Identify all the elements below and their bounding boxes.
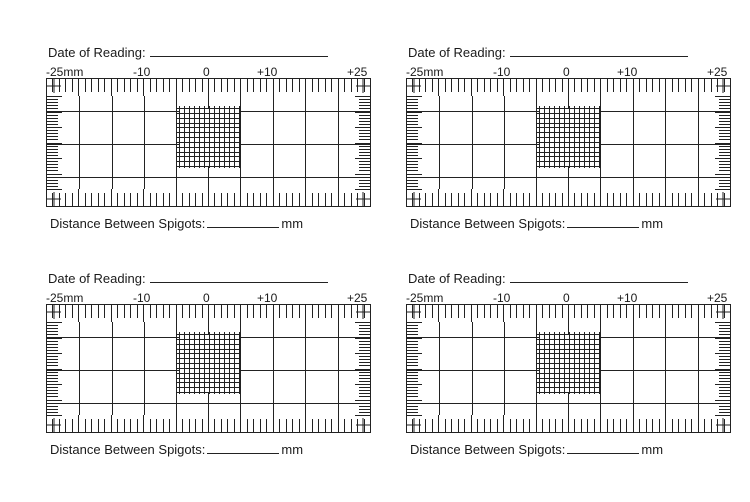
gauge-card-4: Date of Reading: -25mm -10 0 +10 +25 Distance … (406, 271, 736, 471)
date-of-reading-label: Date of Reading: (48, 271, 146, 286)
date-of-reading-row: Date of Reading: (408, 45, 688, 60)
scale-label: 0 (203, 65, 210, 79)
measurement-gauge (406, 78, 731, 207)
distance-unit: mm (281, 442, 304, 457)
date-of-reading-field[interactable] (149, 272, 328, 283)
date-of-reading-row: Date of Reading: (408, 271, 688, 286)
scale-label: -10 (133, 65, 151, 79)
scale-label: -25mm (46, 291, 84, 305)
scale-label: -25mm (46, 65, 84, 79)
scale-label: +25 (707, 65, 728, 79)
scale-label: 0 (203, 291, 210, 305)
date-of-reading-label: Date of Reading: (48, 45, 146, 60)
scale-label: 0 (563, 65, 570, 79)
scale-label: -10 (133, 291, 151, 305)
date-of-reading-label: Date of Reading: (408, 45, 506, 60)
distance-between-spigots-row: Distance Between Spigots: mm (410, 442, 663, 457)
scale-label: +10 (257, 291, 278, 305)
gauge-card-2: Date of Reading: -25mm -10 0 +10 +25 Distance … (406, 45, 736, 245)
date-of-reading-label: Date of Reading: (408, 271, 506, 286)
distance-between-spigots-label: Distance Between Spigots: (410, 216, 566, 231)
distance-between-spigots-row: Distance Between Spigots: mm (410, 216, 663, 231)
date-of-reading-field[interactable] (509, 46, 688, 57)
scale-label: 0 (563, 291, 570, 305)
scale-label: +10 (617, 291, 638, 305)
measurement-gauge (46, 304, 371, 433)
scale-label: +10 (617, 65, 638, 79)
distance-between-spigots-row: Distance Between Spigots: mm (50, 216, 303, 231)
distance-between-spigots-row: Distance Between Spigots: mm (50, 442, 303, 457)
distance-between-spigots-label: Distance Between Spigots: (50, 216, 206, 231)
distance-unit: mm (641, 442, 664, 457)
distance-unit: mm (641, 216, 664, 231)
gauge-card-3: Date of Reading: -25mm -10 0 +10 +25 Distance … (46, 271, 376, 471)
measurement-gauge (46, 78, 371, 207)
scale-label: +25 (347, 65, 368, 79)
scale-label: +25 (707, 291, 728, 305)
scale-label: -10 (493, 65, 511, 79)
date-of-reading-field[interactable] (509, 272, 688, 283)
distance-between-spigots-label: Distance Between Spigots: (50, 442, 206, 457)
distance-between-spigots-label: Distance Between Spigots: (410, 442, 566, 457)
date-of-reading-row: Date of Reading: (48, 45, 328, 60)
scale-label: +10 (257, 65, 278, 79)
distance-field[interactable] (207, 443, 280, 454)
measurement-gauge (406, 304, 731, 433)
scale-label: -25mm (406, 65, 444, 79)
scale-label: -25mm (406, 291, 444, 305)
distance-field[interactable] (567, 217, 640, 228)
scale-label: +25 (347, 291, 368, 305)
gauge-card-1: Date of Reading: -25mm -10 0 +10 +25 Distance … (46, 45, 376, 245)
scale-label: -10 (493, 291, 511, 305)
date-of-reading-field[interactable] (149, 46, 328, 57)
distance-field[interactable] (567, 443, 640, 454)
distance-unit: mm (281, 216, 304, 231)
date-of-reading-row: Date of Reading: (48, 271, 328, 286)
distance-field[interactable] (207, 217, 280, 228)
